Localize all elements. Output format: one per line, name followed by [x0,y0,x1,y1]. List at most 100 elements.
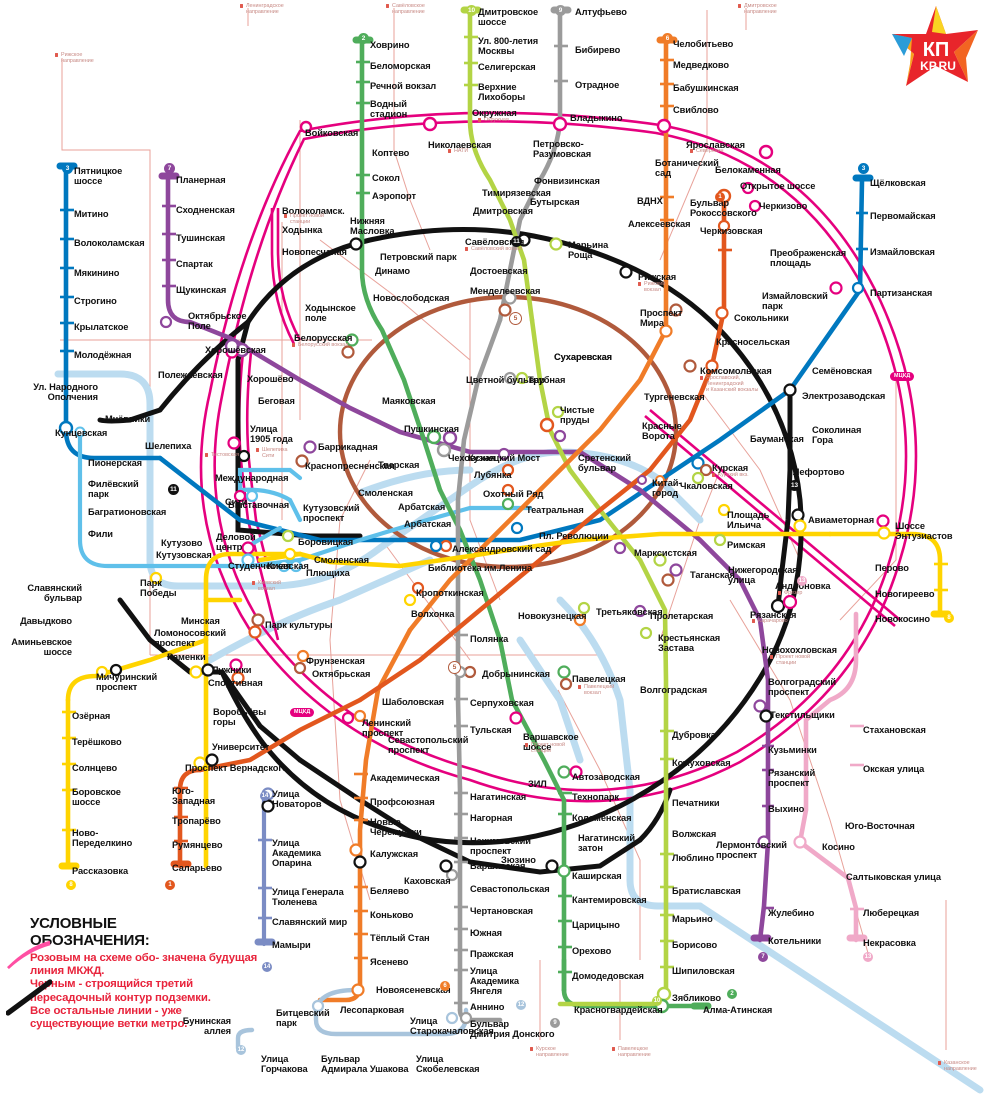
station-label: Университет [212,742,270,752]
station-label: Киевская [267,561,309,571]
station-label: Люберецкая [863,908,920,918]
railway-label: Проект новой станции [290,213,325,226]
station-label: Багратионовская [88,507,167,517]
station-label: Чкаловская [680,481,733,491]
station-label: Мамыри [272,940,311,950]
station-label: Боровицкая [298,537,354,547]
line-number-badge[interactable]: 14 [260,791,270,801]
station-label: Дубровка [672,730,716,740]
station-label: Шипиловская [672,966,735,976]
line-number-badge[interactable]: 9 [550,1018,560,1028]
station-label: Открытое шоссе [740,181,816,191]
line-number-badge[interactable]: 2 [358,33,369,44]
station-label: Варшавская [470,861,526,871]
station-label: Воробьёвы горы [213,707,267,728]
line-number-badge[interactable]: 10 [466,5,477,16]
station-label: Румянцево [172,840,223,850]
line-number-badge[interactable]: 8 [66,880,76,890]
railway-station-icon [752,619,756,624]
station-label: Арбатская [404,519,452,529]
line-number-badge[interactable]: 6 [440,981,450,991]
station-label: Кутузово [161,538,203,548]
line-number-badge[interactable]: 6 [662,33,673,44]
station-label: Косино [822,842,855,852]
station-label: Марьино [672,914,713,924]
line-number-badge[interactable]: 12 [516,1000,526,1010]
railway-station-icon [284,214,288,219]
station-label: Коломенская [572,813,632,823]
station-label: Варшавское шоссе [523,732,579,753]
line-10-lyublinsko [467,7,669,1007]
station-label: Белорусская [294,333,353,343]
station-label: Сокольники [734,313,789,323]
line-number-badge[interactable]: 10 [652,996,662,1006]
station-label: Медведково [673,60,729,70]
line-number-badge[interactable]: 5 [448,661,461,674]
railway-station-icon [638,282,642,287]
station-label: Выхино [768,804,805,814]
line-number-badge[interactable]: 13 [789,480,800,491]
station-label: Калужская [370,849,419,859]
station-label: Алексеевская [628,219,691,229]
railway-label: Карачарово [758,618,788,624]
station-label: Ул. Народного Ополчения [33,382,98,403]
railway-label: Киевский вокзал [258,580,282,593]
station-label: Рязанская [750,610,797,620]
station-label: Деловой центр [216,532,256,553]
station-label: Водный стадион [370,99,408,120]
line-number-badge[interactable]: 11 [168,484,179,495]
station-label: Кузьминки [768,745,817,755]
station-label: Сухаревская [554,352,612,362]
line-number-badge[interactable]: 13 [797,576,807,586]
station-label: Парк Победы [140,578,177,599]
station-label: Отрадное [575,80,620,90]
line-number-badge[interactable]: 13 [863,952,873,962]
line-number-badge[interactable]: 7 [164,163,175,174]
station-label: Братиславская [672,886,741,896]
station-label: Китай- город [652,478,682,499]
railway-station-icon [938,1061,942,1066]
station-label: Некрасовка [863,938,916,948]
line-number-badge[interactable]: 11 [511,236,522,247]
station-label: Котельники [768,936,822,946]
line-number-badge[interactable]: 8 [944,613,954,623]
station-label: Академическая [370,773,440,783]
station-label: Бауманская [750,434,804,444]
station-label: Боровское шоссе [72,787,121,808]
line-number-badge[interactable]: 7 [758,952,768,962]
line-number-badge[interactable]: 3 [62,163,73,174]
line-number-badge[interactable]: 14 [262,962,272,972]
station-label: Лесопарковая [340,1005,405,1015]
station-label: Каховская [404,876,451,886]
station-label: Мичуринский проспект [96,672,158,693]
station-label: Ломоносовский проспект [154,628,226,649]
station-label: Раменки [167,652,206,662]
line-number-badge[interactable]: 3 [858,163,869,174]
station-label: Солнцево [72,763,118,773]
station-label: Площадь Ильича [727,510,770,531]
railway-label: Савёловский вокзал [471,246,523,252]
station-label: Спартак [176,259,213,269]
station-label: Аминьевское шоссе [11,637,72,658]
line-number-badge[interactable]: 9 [555,5,566,16]
line-7-tagansko [165,175,771,943]
line-number-badge[interactable]: 1 [715,192,725,202]
line-number-badge[interactable]: 5 [509,312,522,325]
station-label: Тургеневская [644,392,705,402]
line-number-badge[interactable]: 12 [236,1045,246,1055]
railway-label: Тестовская [211,452,239,458]
line-13-nekrasovskaya [797,611,859,943]
station-label: Сходненская [176,205,235,215]
station-label: Новослободская [373,293,450,303]
railway-station-icon [778,591,782,596]
station-label: Царицыно [572,920,620,930]
station-label: Полежаевская [158,370,223,380]
mkzhd-ring-inner [213,120,908,792]
station-label: Трубная [528,375,566,385]
line-number-badge[interactable]: 2 [727,989,737,999]
railway-station-icon [252,581,256,586]
line-number-badge[interactable]: 1 [165,880,175,890]
station-label: Баррикадная [318,442,378,452]
station-label: Таганская [690,570,735,580]
station-label: Чистые пруды [560,405,595,426]
